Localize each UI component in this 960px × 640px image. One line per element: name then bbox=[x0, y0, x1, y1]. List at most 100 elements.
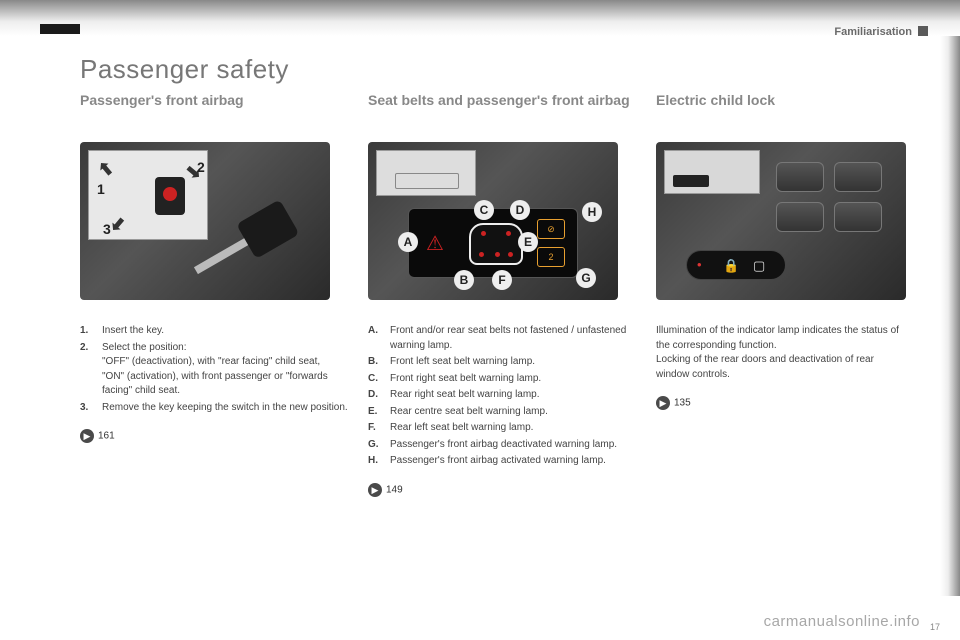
list-item: D. Rear right seat belt warning lamp. bbox=[368, 388, 636, 403]
seat-dot bbox=[495, 252, 500, 257]
callout-B: B bbox=[454, 270, 474, 290]
ref-number: 161 bbox=[98, 431, 115, 442]
fig1-inset: ⬆ 1 ⬆ 2 ⬆ 3 bbox=[88, 150, 208, 240]
col2-subtitle: Seat belts and passenger's front airbag bbox=[368, 92, 636, 128]
list-item: E. Rear centre seat belt warning lamp. bbox=[368, 405, 636, 420]
window-lock-icon: ▢ bbox=[753, 258, 765, 274]
figure-airbag-key-switch: ⬆ 1 ⬆ 2 ⬆ 3 bbox=[80, 142, 330, 300]
col1-steps: 1. Insert the key. 2. Select the position:… bbox=[80, 324, 348, 415]
step-marker: 3. bbox=[80, 401, 88, 416]
list-item: H. Passenger's front airbag activated war… bbox=[368, 454, 636, 469]
section-header: Familiarisation bbox=[834, 26, 912, 38]
seatbelt-icon: ⚠ bbox=[421, 231, 449, 259]
figure-child-lock-panel: • 🔒 ▢ bbox=[656, 142, 906, 300]
window-switch-icon bbox=[776, 162, 824, 192]
list-item: G. Passenger's front airbag deactivated w… bbox=[368, 438, 636, 453]
child-lock-icon: 🔒 bbox=[723, 258, 739, 274]
step-text: Remove the key keeping the switch in the… bbox=[102, 402, 348, 413]
column-child-lock: Electric child lock • 🔒 ▢ Illumination o… bbox=[656, 92, 906, 410]
step-subline: "ON" (activation), with front passenger … bbox=[102, 370, 348, 399]
item-marker: A. bbox=[368, 324, 378, 339]
callout-E: E bbox=[518, 232, 538, 252]
step-marker: 2. bbox=[80, 341, 88, 356]
step-text: Select the position: bbox=[102, 342, 187, 353]
callout-A: A bbox=[398, 232, 418, 252]
fig2-warning-display: ⚠ ⊘ 2 bbox=[408, 208, 578, 278]
page-title: Passenger safety bbox=[80, 54, 289, 85]
item-marker: B. bbox=[368, 355, 378, 370]
airbag-off-icon: ⊘ bbox=[537, 219, 565, 239]
page-ref: ▶ 161 bbox=[80, 429, 348, 443]
key-head bbox=[236, 199, 299, 259]
item-text: Rear centre seat belt warning lamp. bbox=[390, 406, 548, 417]
list-item: 3. Remove the key keeping the switch in t… bbox=[80, 401, 348, 416]
col2-items: A. Front and/or rear seat belts not faste… bbox=[368, 324, 636, 469]
fig1-label-3: 3 bbox=[103, 221, 111, 237]
ref-icon: ▶ bbox=[368, 483, 382, 497]
section-marker bbox=[918, 26, 928, 36]
top-black-tab bbox=[40, 24, 80, 34]
item-text: Front right seat belt warning lamp. bbox=[390, 373, 541, 384]
page-ref: ▶ 135 bbox=[656, 396, 906, 410]
callout-D: D bbox=[510, 200, 530, 220]
ref-icon: ▶ bbox=[656, 396, 670, 410]
item-marker: E. bbox=[368, 405, 377, 420]
seat-dot bbox=[479, 252, 484, 257]
key-blade bbox=[194, 237, 250, 274]
step-text: Insert the key. bbox=[102, 325, 164, 336]
column-passenger-airbag: Passenger's front airbag ⬆ 1 ⬆ 2 ⬆ 3 1. I… bbox=[80, 92, 348, 443]
item-text: Rear right seat belt warning lamp. bbox=[390, 389, 540, 400]
column-seatbelts: Seat belts and passenger's front airbag … bbox=[368, 92, 636, 497]
ref-number: 149 bbox=[386, 484, 403, 495]
right-gradient bbox=[940, 36, 960, 596]
fig3-door-inset bbox=[664, 150, 760, 194]
seat-dot bbox=[506, 231, 511, 236]
seat-dot bbox=[481, 231, 486, 236]
col1-subtitle: Passenger's front airbag bbox=[80, 92, 348, 128]
list-item: 2. Select the position: "OFF" (deactivati… bbox=[80, 341, 348, 399]
list-item: F. Rear left seat belt warning lamp. bbox=[368, 421, 636, 436]
watermark: carmanualsonline.info bbox=[764, 613, 920, 630]
fig1-label-1: 1 bbox=[97, 181, 105, 197]
list-item: B. Front left seat belt warning lamp. bbox=[368, 355, 636, 370]
figure-seatbelt-display: ⚠ ⊘ 2 A B C D E F G H bbox=[368, 142, 618, 300]
col3-subtitle: Electric child lock bbox=[656, 92, 906, 128]
window-switch-icon bbox=[776, 202, 824, 232]
ref-number: 135 bbox=[674, 398, 691, 409]
item-text: Rear left seat belt warning lamp. bbox=[390, 422, 533, 433]
seat-dot bbox=[508, 252, 513, 257]
arrow-icon: ⬆ bbox=[94, 157, 119, 183]
window-switch-icon bbox=[834, 202, 882, 232]
callout-H: H bbox=[582, 202, 602, 222]
list-item: C. Front right seat belt warning lamp. bbox=[368, 372, 636, 387]
callout-C: C bbox=[474, 200, 494, 220]
list-item: 1. Insert the key. bbox=[80, 324, 348, 339]
car-outline-icon bbox=[469, 223, 523, 265]
item-text: Front left seat belt warning lamp. bbox=[390, 356, 535, 367]
step-subline: "OFF" (deactivation), with "rear facing"… bbox=[102, 355, 348, 370]
top-gradient bbox=[0, 0, 960, 36]
fig2-dashboard-inset bbox=[376, 150, 476, 196]
item-marker: G. bbox=[368, 438, 379, 453]
callout-G: G bbox=[576, 268, 596, 288]
window-switch-icon bbox=[834, 162, 882, 192]
item-text: Passenger's front airbag activated warni… bbox=[390, 455, 606, 466]
airbag-on-icon: 2 bbox=[537, 247, 565, 267]
item-marker: H. bbox=[368, 454, 378, 469]
step-marker: 1. bbox=[80, 324, 88, 339]
indicator-led-icon: • bbox=[697, 257, 702, 272]
key-slot-icon bbox=[155, 177, 185, 215]
item-text: Passenger's front airbag deactivated war… bbox=[390, 439, 617, 450]
item-marker: D. bbox=[368, 388, 378, 403]
item-text: Front and/or rear seat belts not fastene… bbox=[390, 325, 626, 351]
fig1-label-2: 2 bbox=[197, 159, 205, 175]
callout-F: F bbox=[492, 270, 512, 290]
child-lock-button: • 🔒 ▢ bbox=[686, 250, 786, 280]
item-marker: C. bbox=[368, 372, 378, 387]
ref-icon: ▶ bbox=[80, 429, 94, 443]
page-number: 17 bbox=[930, 622, 940, 632]
item-marker: F. bbox=[368, 421, 376, 436]
col3-body: Illumination of the indicator lamp indic… bbox=[656, 324, 906, 382]
list-item: A. Front and/or rear seat belts not faste… bbox=[368, 324, 636, 353]
page-ref: ▶ 149 bbox=[368, 483, 636, 497]
